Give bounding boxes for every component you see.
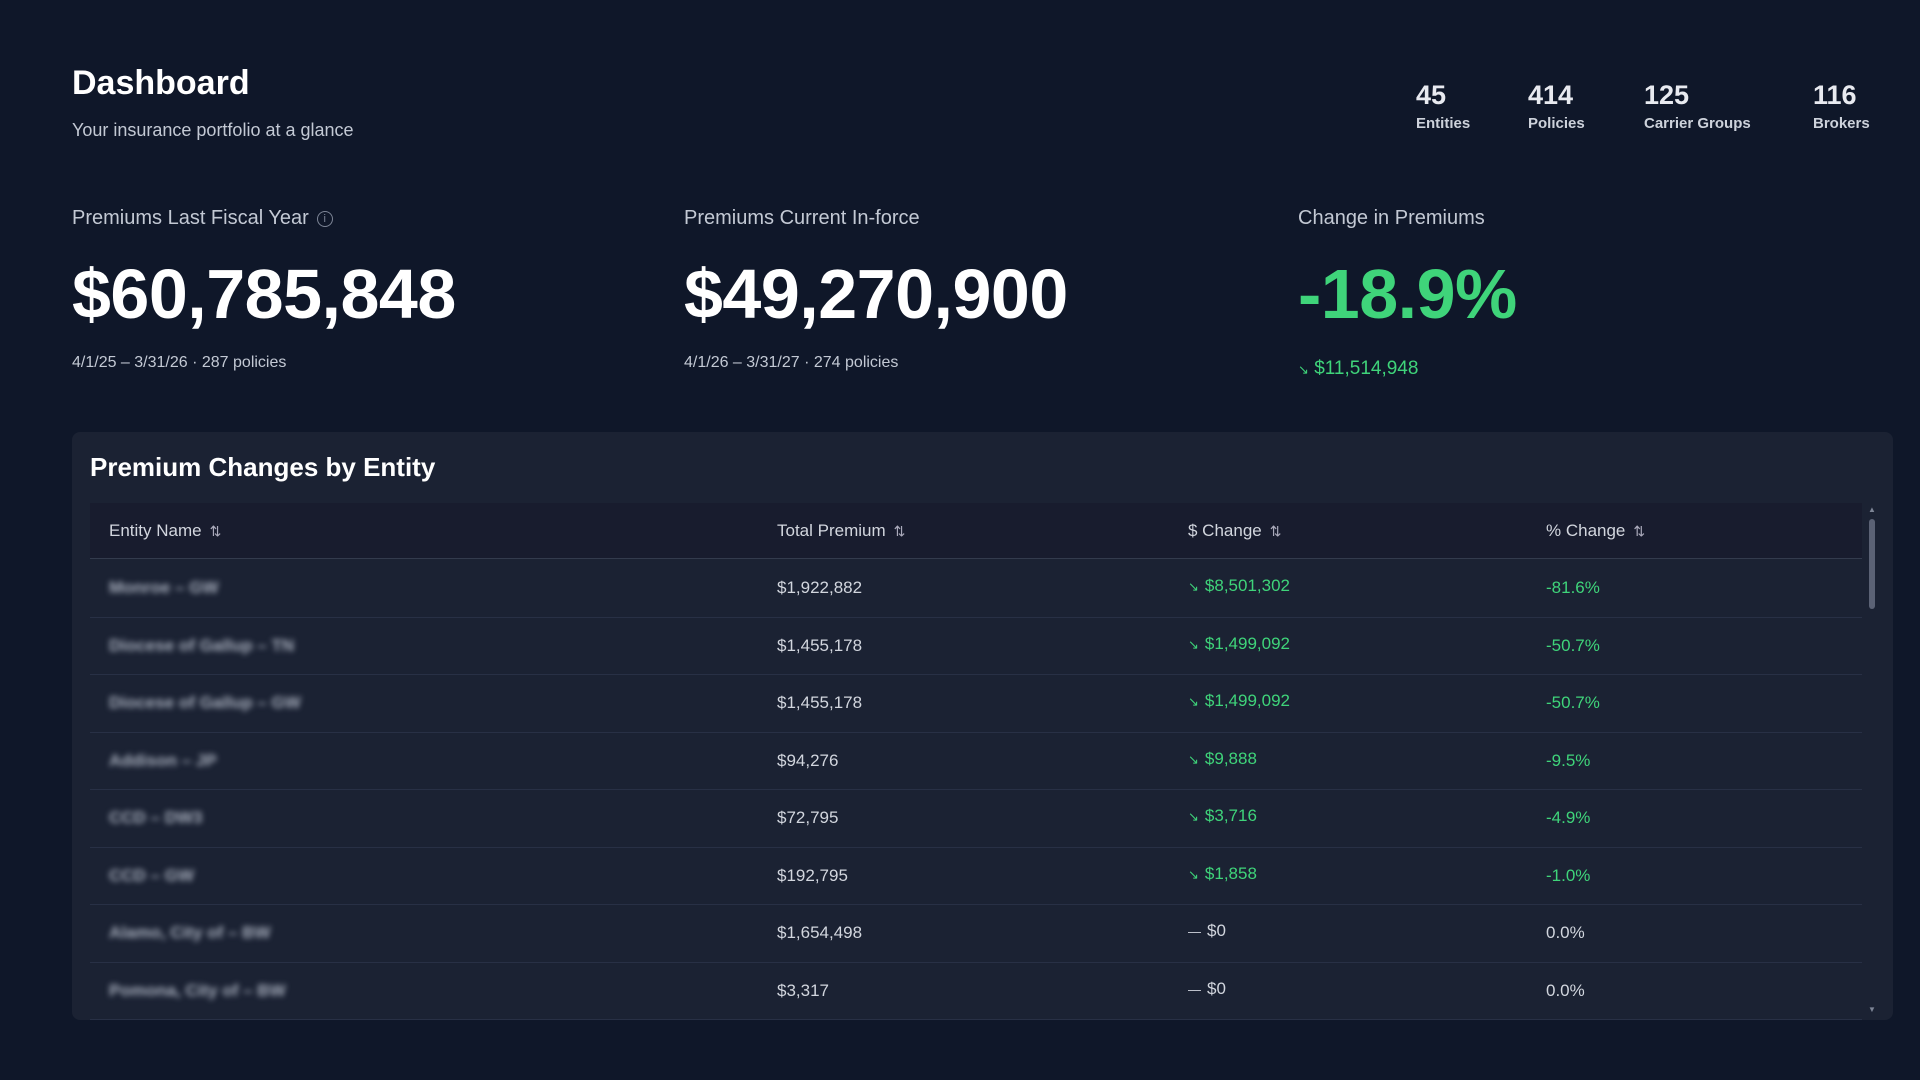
stat-value: 116 — [1813, 80, 1857, 110]
card-title: Premium Changes by Entity — [90, 452, 436, 482]
table-row[interactable]: Diocese of Gallup – TN $1,455,178 ↘ $1,49… — [90, 618, 1862, 675]
dollar-change: ↘ $8,501,302 — [1188, 576, 1290, 595]
trending-down-icon: ↘ — [1188, 809, 1199, 824]
scroll-down-icon: ▼ — [1868, 1005, 1876, 1014]
column-header-pct-change[interactable]: % Change ⇅ — [1546, 521, 1646, 540]
dollar-change: — $0 — [1188, 978, 1226, 998]
total-premium: $94,276 — [777, 750, 839, 770]
total-premium: $1,455,178 — [777, 635, 863, 655]
sort-icon: ⇅ — [1633, 522, 1646, 539]
dollar-change: ↘ $1,499,092 — [1188, 691, 1290, 710]
total-premium: $1,455,178 — [777, 693, 863, 712]
kpi-sub: 4/1/26 – 3/31/27 · 274 policies — [684, 354, 899, 371]
pct-change: -4.9% — [1546, 808, 1591, 827]
table-row[interactable]: CCD – DW3 $72,795 ↘ $3,716 -4.9% — [90, 790, 1862, 848]
column-header-dollar-change[interactable]: $ Change ⇅ — [1188, 521, 1282, 540]
stat-label: Entities — [1416, 115, 1471, 132]
stat-label: Carrier Groups — [1644, 115, 1751, 132]
kpi-change: Change in Premiums -18.9% ↘ $11,514,948 — [1298, 207, 1517, 380]
stat-policies: 414 Policies — [1528, 80, 1585, 132]
stat-entities: 45 Entities — [1416, 80, 1470, 132]
pct-change: -50.7% — [1546, 693, 1600, 712]
table-row[interactable]: Monroe – GW $1,922,882 ↘ $8,501,302 -81.6… — [90, 560, 1862, 618]
entity-name[interactable]: Diocese of Gallup – TN — [109, 635, 295, 655]
pct-change: -81.6% — [1546, 578, 1600, 597]
sort-icon: ⇅ — [209, 522, 222, 539]
sort-icon: ⇅ — [1269, 522, 1282, 539]
dash-icon: — — [1188, 924, 1201, 939]
dollar-change: ↘ $9,888 — [1188, 748, 1257, 768]
entity-name[interactable]: CCD – GW — [109, 865, 194, 885]
kpi-last-fiscal-year: Premiums Last Fiscal Year i $60,785,848 4… — [72, 207, 456, 372]
scrollbar[interactable]: ▲ ▼ — [1868, 505, 1876, 1014]
kpi-sub: $11,514,948 — [1314, 358, 1419, 379]
stat-value: 414 — [1528, 80, 1574, 110]
dollar-change: ↘ $3,716 — [1188, 806, 1257, 825]
table-row[interactable]: Diocese of Gallup – GW $1,455,178 ↘ $1,49… — [90, 675, 1862, 733]
kpi-value: $49,270,900 — [684, 255, 1068, 333]
pct-change: -50.7% — [1546, 635, 1600, 655]
stat-carrier-groups: 125 Carrier Groups — [1644, 80, 1751, 132]
premium-changes-card: Premium Changes by Entity Entity Name ⇅ T… — [72, 432, 1893, 1020]
sort-icon: ⇅ — [893, 522, 906, 539]
column-header-entity-name[interactable]: Entity Name ⇅ — [109, 521, 222, 540]
pct-change: -1.0% — [1546, 865, 1591, 885]
stat-brokers: 116 Brokers — [1813, 80, 1870, 132]
entity-name[interactable]: Diocese of Gallup – GW — [109, 693, 301, 712]
stat-value: 45 — [1416, 80, 1447, 110]
dollar-change: — $0 — [1188, 921, 1226, 940]
kpi-label: Change in Premiums — [1298, 207, 1485, 229]
dollar-change: ↘ $1,499,092 — [1188, 633, 1290, 653]
info-icon[interactable]: i — [316, 210, 333, 227]
entity-name[interactable]: Pomona, City of – BW — [109, 980, 286, 1000]
kpi-sub: 4/1/25 – 3/31/26 · 287 policies — [72, 354, 287, 371]
table-row[interactable]: Alamo, City of – BW $1,654,498 — $0 0.0% — [90, 905, 1862, 963]
trending-down-icon: ↘ — [1188, 636, 1199, 652]
page-title: Dashboard — [72, 64, 250, 102]
entity-name[interactable]: CCD – DW3 — [109, 808, 203, 827]
stat-label: Brokers — [1813, 115, 1870, 132]
kpi-label: Premiums Last Fiscal Year — [72, 207, 309, 229]
kpi-current-inforce: Premiums Current In-force $49,270,900 4/… — [684, 207, 1068, 372]
entity-name[interactable]: Alamo, City of – BW — [109, 923, 271, 942]
trending-down-icon: ↘ — [1188, 694, 1199, 709]
pct-change: 0.0% — [1546, 923, 1585, 942]
total-premium: $192,795 — [777, 865, 848, 885]
column-header-total-premium[interactable]: Total Premium ⇅ — [777, 521, 906, 540]
dash-icon: — — [1188, 981, 1201, 997]
entity-name[interactable]: Monroe – GW — [109, 578, 219, 597]
pct-change: 0.0% — [1546, 980, 1585, 1000]
kpi-value: $60,785,848 — [72, 255, 456, 333]
trending-down-icon: ↘ — [1298, 362, 1309, 377]
total-premium: $1,922,882 — [777, 578, 863, 597]
trending-down-icon: ↘ — [1188, 751, 1199, 767]
total-premium: $1,654,498 — [777, 923, 863, 942]
kpi-value: -18.9% — [1298, 255, 1517, 333]
stat-label: Policies — [1528, 115, 1585, 132]
total-premium: $72,795 — [777, 808, 839, 827]
entity-name[interactable]: Addison – JP — [109, 750, 217, 770]
table-row[interactable]: Pomona, City of – BW $3,317 — $0 0.0% — [90, 963, 1862, 1020]
scrollbar-thumb[interactable] — [1869, 519, 1875, 609]
kpi-label: Premiums Current In-force — [684, 207, 920, 229]
table-header: Entity Name ⇅ Total Premium ⇅ $ Change ⇅ % … — [90, 503, 1862, 559]
scroll-up-icon: ▲ — [1868, 505, 1876, 514]
trending-down-icon: ↘ — [1188, 579, 1199, 594]
total-premium: $3,317 — [777, 980, 829, 1000]
dollar-change: ↘ $1,858 — [1188, 863, 1257, 883]
trending-down-icon: ↘ — [1188, 866, 1199, 882]
table-row[interactable]: CCD – GW $192,795 ↘ $1,858 -1.0% — [90, 848, 1862, 905]
table-row[interactable]: Addison – JP $94,276 ↘ $9,888 -9.5% — [90, 733, 1862, 790]
page-subtitle: Your insurance portfolio at a glance — [72, 120, 354, 140]
pct-change: -9.5% — [1546, 750, 1591, 770]
stat-value: 125 — [1644, 80, 1690, 110]
